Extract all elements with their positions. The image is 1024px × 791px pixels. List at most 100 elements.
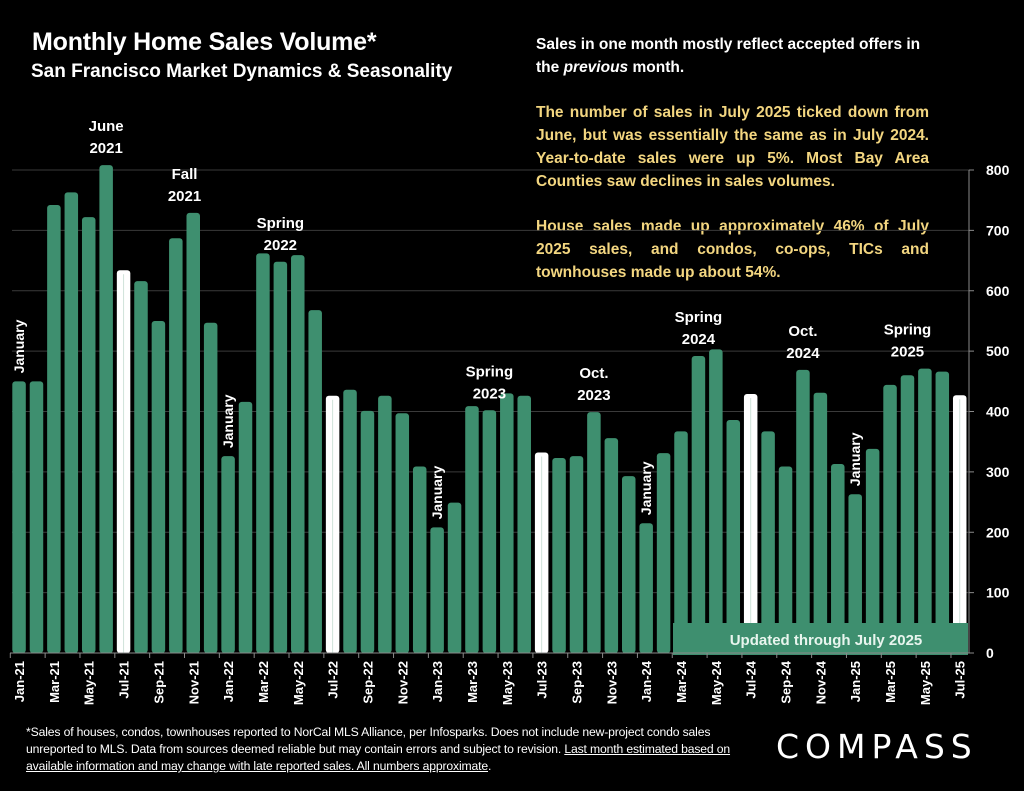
x-tick-label: Jul-23 bbox=[535, 661, 550, 699]
bar bbox=[430, 527, 444, 653]
bar bbox=[12, 381, 26, 653]
bar bbox=[918, 368, 932, 653]
annotation-label: 2025 bbox=[891, 344, 924, 361]
bar bbox=[900, 375, 915, 653]
x-tick-label: Jan-22 bbox=[221, 661, 236, 702]
x-tick-label: Nov-24 bbox=[813, 660, 828, 704]
bar bbox=[552, 457, 566, 653]
x-tick-label: Nov-22 bbox=[395, 661, 410, 704]
x-tick-label: Mar-22 bbox=[256, 661, 271, 703]
x-tick-label: May-23 bbox=[500, 661, 515, 705]
annotations: January June 2021 Fall 2021 Spring 2022 January… bbox=[11, 118, 931, 519]
x-tick-label: Jul-24 bbox=[744, 660, 759, 698]
note-offers: Sales in one month mostly reflect accept… bbox=[536, 33, 929, 79]
annotation-january: January bbox=[638, 461, 654, 515]
bar bbox=[221, 456, 235, 653]
bar bbox=[726, 419, 741, 653]
annotation-january: January bbox=[847, 432, 863, 486]
y-tick-label: 800 bbox=[986, 162, 1010, 178]
bar bbox=[604, 438, 619, 653]
chart-subtitle: San Francisco Market Dynamics & Seasonal… bbox=[31, 61, 453, 82]
bar bbox=[569, 456, 584, 653]
x-tick-label: May-22 bbox=[291, 661, 306, 705]
x-tick-label: Jul-25 bbox=[953, 661, 968, 699]
annotation-label: 2021 bbox=[168, 188, 201, 205]
bar bbox=[482, 410, 497, 653]
x-axis-ticks: Jan-21 Mar-21 May-21 Jul-21 Sep-21 Nov-21 Jan-… bbox=[9, 653, 968, 705]
x-tick-label: Jan-24 bbox=[639, 660, 654, 702]
bar bbox=[134, 281, 148, 653]
annotation-january: January bbox=[11, 319, 27, 373]
annotation-january: January bbox=[220, 394, 236, 448]
bar bbox=[709, 349, 723, 653]
annotation-label: Fall bbox=[172, 166, 198, 183]
updated-badge-bg bbox=[673, 623, 968, 655]
bar bbox=[256, 253, 270, 653]
y-tick-label: 600 bbox=[986, 283, 1010, 299]
note-july-summary: The number of sales in July 2025 ticked … bbox=[536, 104, 929, 190]
bar bbox=[308, 310, 322, 653]
bar-chart: Updated through July 2025 0 100 200 300 400 5… bbox=[9, 118, 1010, 705]
annotation-label: 2024 bbox=[682, 331, 716, 348]
x-tick-label: Sep-22 bbox=[360, 661, 375, 704]
x-tick-label: Jul-22 bbox=[326, 661, 341, 699]
y-tick-label: 100 bbox=[986, 585, 1010, 601]
annotation-label: 2022 bbox=[264, 237, 297, 254]
annotation-label: Spring bbox=[257, 215, 305, 232]
annotation-label: 2021 bbox=[89, 140, 122, 157]
chart-title: Monthly Home Sales Volume* bbox=[32, 28, 377, 56]
bar bbox=[656, 453, 671, 653]
bar bbox=[29, 381, 44, 653]
bar bbox=[151, 320, 166, 653]
x-tick-label: Sep-24 bbox=[779, 660, 794, 703]
bar bbox=[865, 448, 880, 653]
note-offers-pre: Sales in one month mostly reflect accept… bbox=[536, 36, 921, 76]
annotation-january: January bbox=[429, 466, 445, 520]
annotation-label: Spring bbox=[675, 309, 723, 326]
bar bbox=[935, 371, 950, 653]
bar bbox=[343, 389, 357, 653]
x-tick-label: Jul-21 bbox=[117, 661, 132, 699]
footnote-text: *Sales of houses, condos, townhouses rep… bbox=[26, 725, 711, 756]
bar bbox=[465, 406, 479, 653]
bar bbox=[447, 502, 462, 653]
bar bbox=[99, 165, 113, 654]
annotation-label: Oct. bbox=[579, 365, 608, 382]
annotation-label: 2023 bbox=[577, 387, 610, 404]
bar bbox=[378, 395, 392, 653]
annotation-label: Oct. bbox=[788, 323, 817, 340]
bar bbox=[203, 322, 218, 653]
y-tick-label: 500 bbox=[986, 343, 1010, 359]
bar bbox=[883, 384, 897, 653]
y-tick-label: 200 bbox=[986, 524, 1010, 540]
bar bbox=[64, 192, 79, 653]
x-tick-label: Jan-23 bbox=[430, 661, 445, 702]
x-tick-label: Sep-21 bbox=[151, 661, 166, 704]
footnote-end: . bbox=[488, 759, 492, 773]
x-tick-label: Mar-21 bbox=[47, 661, 62, 703]
x-tick-label: Jan-21 bbox=[12, 661, 27, 702]
y-tick-label: 300 bbox=[986, 464, 1010, 480]
updated-badge-text: Updated through July 2025 bbox=[730, 632, 923, 649]
bar bbox=[517, 395, 531, 653]
bar bbox=[47, 205, 61, 653]
bar bbox=[186, 212, 200, 653]
bar bbox=[412, 466, 427, 653]
x-tick-label: May-21 bbox=[82, 661, 97, 705]
note-offers-emphasis: previous bbox=[563, 59, 629, 76]
bar bbox=[796, 369, 810, 653]
bar bbox=[273, 261, 288, 653]
x-tick-label: Mar-25 bbox=[883, 661, 898, 703]
x-tick-label: May-24 bbox=[709, 660, 724, 705]
x-tick-label: Nov-21 bbox=[186, 661, 201, 704]
compass-logo: COMPASS bbox=[776, 727, 978, 766]
bar bbox=[778, 466, 793, 653]
bar bbox=[674, 431, 688, 653]
y-tick-label: 400 bbox=[986, 404, 1010, 420]
y-axis-ticks: 0 100 200 300 400 500 600 700 800 bbox=[969, 162, 1010, 661]
bar bbox=[169, 238, 183, 653]
bar bbox=[587, 412, 601, 653]
x-tick-label: May-25 bbox=[918, 661, 933, 705]
bar bbox=[238, 401, 253, 653]
bar bbox=[291, 255, 305, 653]
